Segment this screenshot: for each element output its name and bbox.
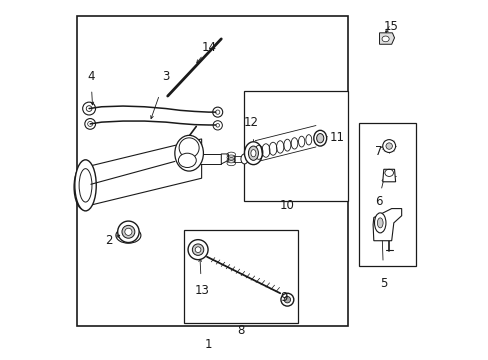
Ellipse shape (79, 168, 92, 202)
Ellipse shape (179, 138, 199, 158)
Ellipse shape (281, 293, 293, 306)
Text: 3: 3 (162, 70, 169, 83)
Ellipse shape (122, 225, 135, 238)
Ellipse shape (195, 247, 201, 252)
Ellipse shape (118, 221, 139, 243)
Ellipse shape (80, 174, 87, 201)
Polygon shape (379, 33, 394, 44)
Polygon shape (221, 154, 228, 164)
Ellipse shape (377, 218, 382, 228)
Polygon shape (83, 139, 201, 207)
Bar (192, 154, 221, 164)
Text: 12: 12 (244, 116, 259, 129)
Text: 4: 4 (87, 70, 95, 83)
Polygon shape (382, 169, 395, 182)
Ellipse shape (178, 153, 196, 167)
Ellipse shape (175, 135, 203, 171)
Ellipse shape (192, 244, 203, 255)
Ellipse shape (77, 166, 90, 209)
Ellipse shape (250, 150, 255, 157)
Ellipse shape (244, 142, 262, 165)
Text: 6: 6 (374, 195, 382, 208)
Text: 1: 1 (204, 338, 212, 351)
Text: 15: 15 (383, 20, 398, 33)
Text: 9: 9 (280, 291, 287, 305)
Text: 5: 5 (379, 277, 386, 290)
Text: 7: 7 (374, 145, 382, 158)
Ellipse shape (116, 228, 141, 243)
Ellipse shape (313, 130, 326, 146)
Text: 8: 8 (237, 324, 244, 337)
Polygon shape (372, 208, 401, 241)
Ellipse shape (381, 36, 388, 42)
Ellipse shape (385, 143, 391, 149)
Bar (183, 230, 298, 323)
Ellipse shape (188, 240, 207, 260)
Ellipse shape (382, 140, 395, 153)
Bar (358, 123, 415, 266)
Bar (244, 91, 347, 202)
Text: 14: 14 (201, 41, 216, 54)
Bar (233, 156, 244, 162)
Ellipse shape (241, 154, 247, 164)
Ellipse shape (374, 213, 385, 233)
Text: 2: 2 (105, 234, 112, 247)
Text: 13: 13 (194, 284, 209, 297)
Ellipse shape (316, 134, 323, 143)
Bar (77, 16, 347, 327)
Ellipse shape (248, 146, 258, 160)
Ellipse shape (124, 228, 132, 235)
Text: 10: 10 (279, 198, 294, 212)
Text: 11: 11 (329, 131, 344, 144)
Ellipse shape (284, 296, 290, 303)
Ellipse shape (75, 160, 96, 211)
